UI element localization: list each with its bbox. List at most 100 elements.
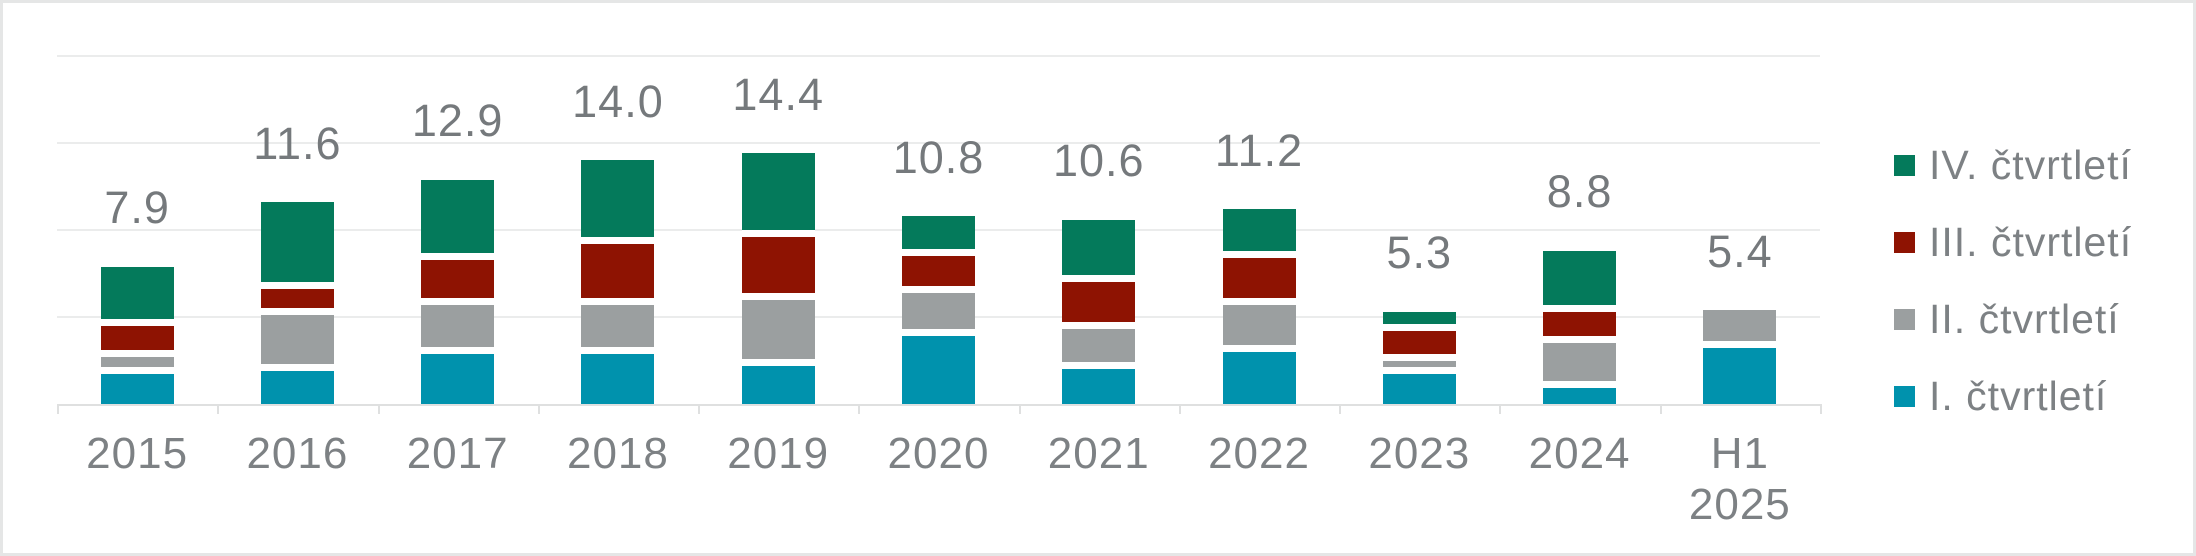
bar-total-label: 5.3 [1386,227,1453,279]
bar-total-label: 10.8 [892,131,985,183]
axis-tick [858,404,860,414]
bar-segment-IV. čtvrtletí [1062,219,1136,283]
x-axis-labels: 2015 2016 2017 2018 2019 2020 2021 2022 2023 2024… [57,428,1820,548]
axis-tick [1339,404,1341,414]
bar-total-label: 14.4 [732,68,824,120]
x-axis-label-text: 2023 [1368,429,1471,478]
bar-segment-III. čtvrtletí [581,243,655,305]
bar-segment-IV. čtvrtletí [581,160,655,244]
bar-segment-I. čtvrtletí [581,353,655,404]
bar-segment-II. čtvrtletí [581,304,655,354]
bar-total-label: 10.6 [1052,135,1145,187]
x-axis-label-text: 2019 [727,429,830,478]
gridline [57,55,1820,57]
bar-segment-I. čtvrtletí [421,353,495,404]
x-axis-label-text: 2017 [406,429,509,478]
bar-segment-IV. čtvrtletí [1222,209,1296,258]
bar-segment-I. čtvrtletí [1382,374,1456,404]
legend-swatch-icon [1894,309,1915,330]
bar-segment-III. čtvrtletí [901,256,975,293]
bar-column-2017: 12.9 [378,56,538,404]
x-axis-label: 2016 [217,428,377,479]
bar-segment-IV. čtvrtletí [1543,250,1617,312]
bar-total-label: 12.9 [411,95,504,147]
x-axis-label-text: 2021 [1047,429,1150,478]
bar-segment-II. čtvrtletí [1222,304,1296,352]
bar-total-label: 11.2 [1214,124,1304,176]
bar-column-2020: 10.8 [858,56,1018,404]
bar-segment-I. čtvrtletí [1703,348,1777,404]
bar-column-2023: 5.3 [1339,56,1499,404]
axis-tick [217,404,219,414]
axis-tick [1660,404,1662,414]
legend-swatch-icon [1894,386,1915,407]
plot-area: 7.9 11.6 12.9 14.0 14.4 10.8 10.6 11.2 5.3 8.8 5.4 [57,55,1822,414]
x-axis-label: 2015 [57,428,217,479]
legend-swatch-icon [1894,155,1915,176]
bar-column-2015: 7.9 [57,56,217,404]
axis-tick [698,404,700,414]
bar-segment-I. čtvrtletí [260,370,334,404]
bar-segment-II. čtvrtletí [100,357,174,375]
x-axis-label: 2020 [858,428,1018,479]
x-axis-label-text: 2020 [887,429,990,478]
x-axis-label-text: 2016 [246,429,349,478]
bar-segment-II. čtvrtletí [1543,343,1617,389]
bar-segment-III. čtvrtletí [1062,282,1136,330]
bar-column-2019: 14.4 [698,56,858,404]
bar-segment-II. čtvrtletí [1703,310,1777,349]
gridline [57,142,1820,144]
bar-column-2022: 11.2 [1179,56,1339,404]
axis-tick [1179,404,1181,414]
x-axis-label-text: 2024 [1528,429,1631,478]
x-axis-label-text: H1 2025 [1688,429,1791,530]
bar-column-2021: 10.6 [1019,56,1179,404]
bar-total-label: 11.6 [253,117,342,169]
x-axis-label: 2018 [538,428,698,479]
x-axis-label: 2021 [1019,428,1179,479]
x-axis-label: 2023 [1339,428,1499,479]
bar-segment-IV. čtvrtletí [260,202,334,290]
bar-column-2016: 11.6 [217,56,377,404]
axis-tick [1820,404,1822,414]
legend-item-I. čtvrtletí: I. čtvrtletí [1894,373,2132,419]
bar-column-2024: 8.8 [1499,56,1659,404]
bar-segment-IV. čtvrtletí [741,153,815,237]
x-axis-label-text: 2022 [1208,429,1310,478]
bar-segment-IV. čtvrtletí [1382,311,1456,331]
bar-segment-IV. čtvrtletí [100,266,174,326]
x-axis-label: H1 2025 [1660,428,1820,530]
bar-segment-III. čtvrtletí [1543,311,1617,344]
legend-label: I. čtvrtletí [1929,373,2108,419]
x-axis-label: 2022 [1179,428,1339,479]
axis-tick [1499,404,1501,414]
bar-segment-III. čtvrtletí [100,325,174,358]
axis-tick [1019,404,1021,414]
bar-segment-IV. čtvrtletí [901,216,975,257]
bar-segment-I. čtvrtletí [741,365,815,404]
legend-label: IV. čtvrtletí [1929,142,2132,188]
bar-column-2018: 14.0 [538,56,698,404]
x-axis-label: 2024 [1499,428,1659,479]
bar-segment-II. čtvrtletí [421,304,495,354]
bar-segment-IV. čtvrtletí [421,179,495,260]
axis-tick [538,404,540,414]
legend-swatch-icon [1894,232,1915,253]
bar-segment-I. čtvrtletí [901,336,975,404]
bar-segment-III. čtvrtletí [741,236,815,300]
bar-segment-III. čtvrtletí [260,289,334,316]
legend-item-III. čtvrtletí: III. čtvrtletí [1894,219,2133,265]
bar-segment-II. čtvrtletí [1382,360,1456,375]
bar-total-label: 5.4 [1707,225,1773,277]
x-axis-label: 2017 [378,428,538,479]
x-axis-label: 2019 [698,428,858,479]
bar-segment-III. čtvrtletí [421,259,495,305]
legend-label: III. čtvrtletí [1929,219,2133,265]
axis-tick [378,404,380,414]
bar-segment-II. čtvrtletí [901,292,975,337]
bar-segment-I. čtvrtletí [1543,388,1617,404]
bar-total-label: 8.8 [1546,166,1613,218]
bar-segment-II. čtvrtletí [260,315,334,371]
legend-item-II. čtvrtletí: II. čtvrtletí [1894,296,2132,342]
